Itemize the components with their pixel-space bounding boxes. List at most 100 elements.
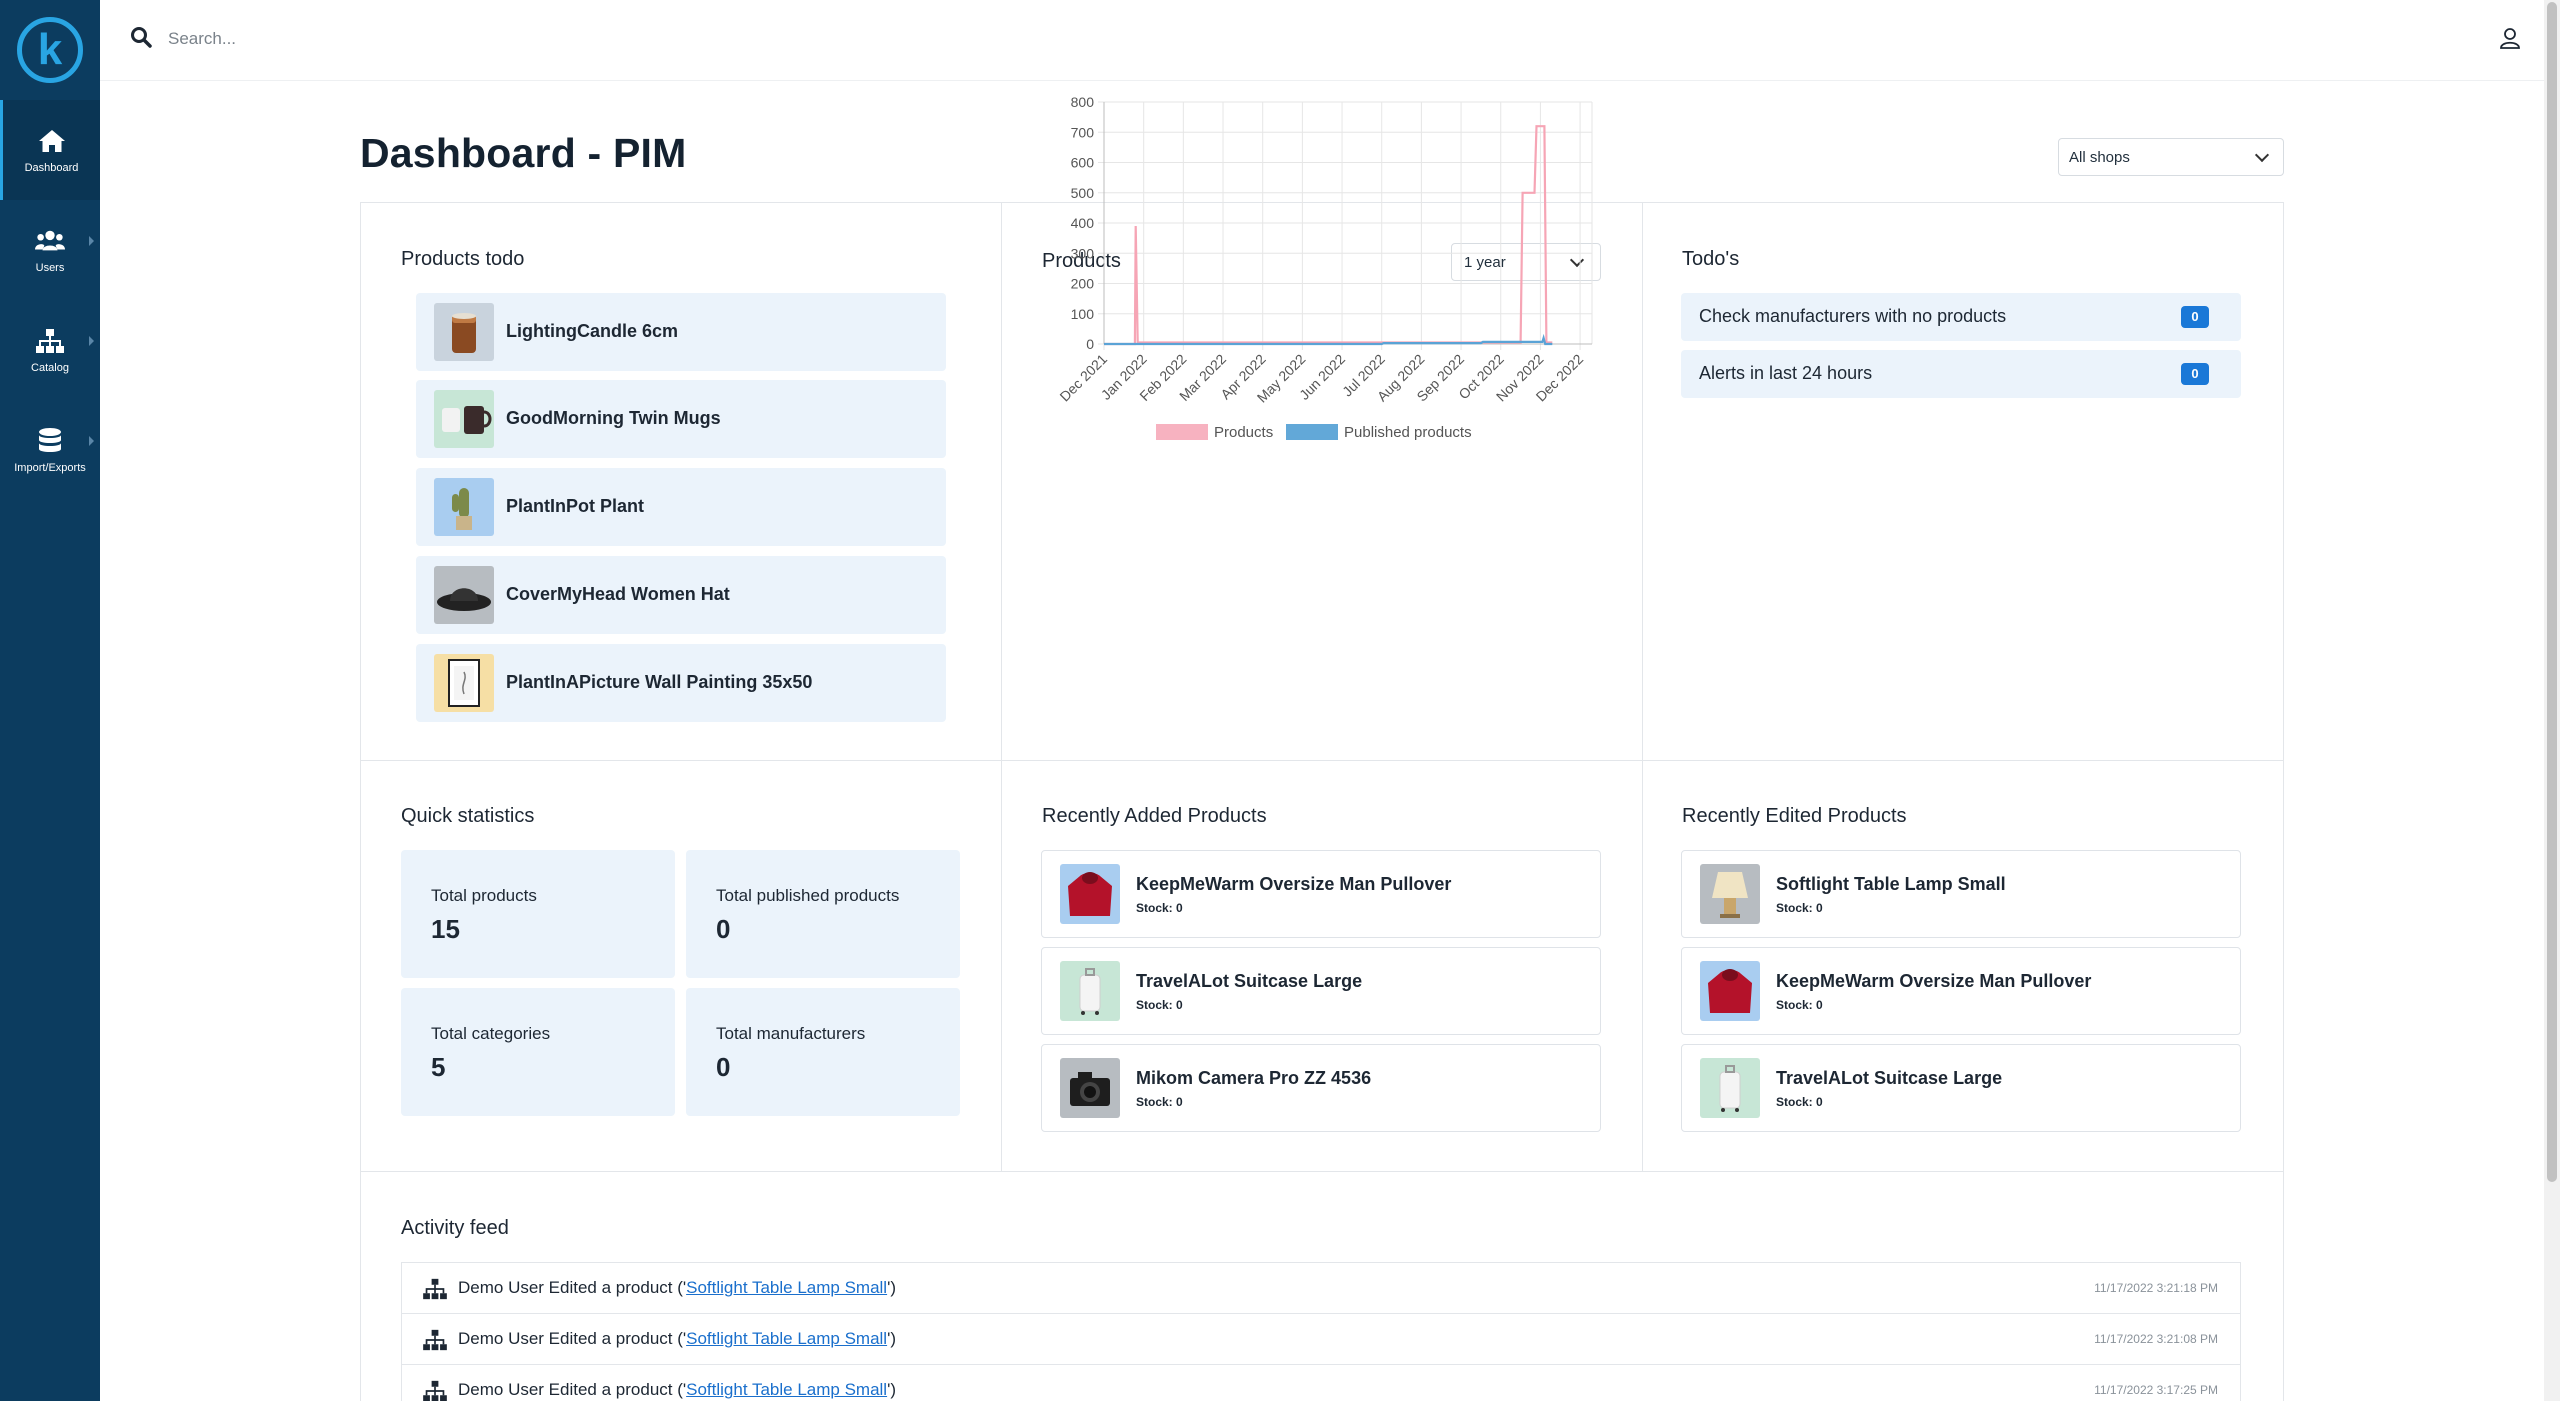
chart-series-line-products <box>1104 125 1553 346</box>
product-thumbnail <box>1700 961 1760 1021</box>
product-stock: Stock: 0 <box>1136 998 1183 1012</box>
page-scrollbar[interactable] <box>2544 0 2560 1401</box>
todo-product-item[interactable]: PlantInPot Plant <box>416 468 946 546</box>
chart-y-tick-label: 800 <box>1071 94 1095 110</box>
product-thumbnail <box>434 390 494 448</box>
stat-value: 0 <box>716 914 731 944</box>
search-input[interactable] <box>168 22 768 56</box>
stat-label: Total products <box>431 886 537 905</box>
range-select-value: 1 year <box>1464 254 1506 271</box>
sidebar: k Dashboard Users Catalog Import/Exports <box>0 0 100 1401</box>
products-todo-title: Products todo <box>401 248 525 270</box>
stat-label: Total categories <box>431 1024 551 1043</box>
logo[interactable]: k <box>17 17 83 83</box>
activity-text: Demo User Edited a product ('Softlight T… <box>458 1380 896 1400</box>
sidebar-item-users[interactable]: Users <box>0 200 100 300</box>
recent-product-card[interactable]: TravelALot Suitcase Large Stock: 0 <box>1681 1044 2241 1132</box>
todo-product-item[interactable]: PlantInAPicture Wall Painting 35x50 <box>416 644 946 722</box>
product-thumbnail <box>1060 961 1120 1021</box>
todo-task-row[interactable]: Alerts in last 24 hours 0 <box>1681 350 2241 398</box>
grid-divider <box>1001 203 1002 1171</box>
chart-y-tick-label: 500 <box>1071 185 1095 201</box>
product-stock: Stock: 0 <box>1136 901 1183 915</box>
todo-product-item[interactable]: CoverMyHead Women Hat <box>416 556 946 634</box>
todos-title: Todo's <box>1682 248 1740 270</box>
sidebar-item-import-exports[interactable]: Import/Exports <box>0 400 100 500</box>
todo-product-name: PlantInAPicture Wall Painting 35x50 <box>506 672 813 692</box>
caret-right-icon <box>89 336 94 346</box>
recent-product-card[interactable]: Mikom Camera Pro ZZ 4536 Stock: 0 <box>1041 1044 1601 1132</box>
caret-right-icon <box>89 236 94 246</box>
count-badge: 0 <box>2181 363 2209 385</box>
product-thumbnail <box>1060 864 1120 924</box>
sidebar-item-label: Dashboard <box>24 162 79 174</box>
sidebar-item-label: Import/Exports <box>14 462 86 474</box>
recently-edited-title: Recently Edited Products <box>1682 805 1907 827</box>
todo-product-name: GoodMorning Twin Mugs <box>506 408 721 428</box>
chart-y-tick-label: 200 <box>1071 276 1095 292</box>
stat-label: Total published products <box>716 886 900 905</box>
stat-box: Total published products 0 <box>686 850 960 978</box>
sitemap-icon <box>422 1278 448 1300</box>
activity-suffix: ') <box>887 1329 897 1348</box>
product-stock: Stock: 0 <box>1776 901 1823 915</box>
users-icon <box>35 226 65 256</box>
shop-select[interactable]: All shops <box>2058 138 2284 176</box>
activity-suffix: ') <box>887 1278 897 1297</box>
activity-prefix: Demo User Edited a product (' <box>458 1278 687 1297</box>
sidebar-item-catalog[interactable]: Catalog <box>0 300 100 400</box>
topbar <box>100 0 2544 81</box>
grid-divider <box>1642 203 1643 1171</box>
todo-product-name: PlantInPot Plant <box>506 496 645 516</box>
activity-product-link[interactable]: Softlight Table Lamp Small <box>686 1380 888 1399</box>
activity-feed-title: Activity feed <box>401 1217 509 1239</box>
chart-legend-swatch <box>1156 424 1208 440</box>
user-icon[interactable] <box>2498 26 2524 52</box>
todo-task-row[interactable]: Check manufacturers with no products 0 <box>1681 293 2241 341</box>
product-name: Mikom Camera Pro ZZ 4536 <box>1136 1068 1372 1088</box>
product-thumbnail <box>1700 864 1760 924</box>
search-icon[interactable] <box>130 26 154 50</box>
product-thumbnail <box>1700 1058 1760 1118</box>
sitemap-icon <box>422 1329 448 1351</box>
sidebar-item-dashboard[interactable]: Dashboard <box>0 100 100 200</box>
todo-product-name: LightingCandle 6cm <box>506 321 679 341</box>
range-select[interactable]: 1 year <box>1451 243 1601 281</box>
product-stock: Stock: 0 <box>1776 1095 1823 1109</box>
sitemap-icon <box>422 1380 448 1401</box>
product-stock: Stock: 0 <box>1136 1095 1183 1109</box>
quick-statistics-title: Quick statistics <box>401 805 535 827</box>
count-badge: 0 <box>2181 306 2209 328</box>
activity-product-link[interactable]: Softlight Table Lamp Small <box>686 1278 888 1297</box>
stat-value: 0 <box>716 1052 731 1082</box>
grid-divider <box>361 1171 2283 1172</box>
activity-prefix: Demo User Edited a product (' <box>458 1380 687 1399</box>
activity-prefix: Demo User Edited a product (' <box>458 1329 687 1348</box>
chart-legend-label: Published products <box>1344 424 1472 441</box>
sitemap-icon <box>35 326 65 356</box>
chart-y-tick-label: 600 <box>1071 155 1095 171</box>
recent-product-card[interactable]: Softlight Table Lamp Small Stock: 0 <box>1681 850 2241 938</box>
chart-y-tick-label: 700 <box>1071 124 1095 140</box>
todo-product-item[interactable]: GoodMorning Twin Mugs <box>416 380 946 458</box>
product-name: Softlight Table Lamp Small <box>1776 874 2006 894</box>
recent-product-card[interactable]: KeepMeWarm Oversize Man Pullover Stock: … <box>1681 947 2241 1035</box>
product-thumbnail <box>1060 1058 1120 1118</box>
product-name: KeepMeWarm Oversize Man Pullover <box>1776 971 2092 991</box>
product-thumbnail <box>434 566 494 624</box>
products-chart-title: Products <box>1042 250 1121 272</box>
todo-task-label: Alerts in last 24 hours <box>1699 363 1873 383</box>
product-name: KeepMeWarm Oversize Man Pullover <box>1136 874 1452 894</box>
stat-value: 15 <box>431 914 460 944</box>
recent-product-card[interactable]: TravelALot Suitcase Large Stock: 0 <box>1041 947 1601 1035</box>
recently-added-title: Recently Added Products <box>1042 805 1267 827</box>
sidebar-item-label: Catalog <box>31 362 69 374</box>
caret-right-icon <box>89 436 94 446</box>
chart-legend-label: Products <box>1214 424 1273 441</box>
chart-y-tick-label: 400 <box>1071 215 1095 231</box>
todo-product-item[interactable]: LightingCandle 6cm <box>416 293 946 371</box>
activity-product-link[interactable]: Softlight Table Lamp Small <box>686 1329 888 1348</box>
chart-legend-swatch <box>1286 424 1338 440</box>
recent-product-card[interactable]: KeepMeWarm Oversize Man Pullover Stock: … <box>1041 850 1601 938</box>
scrollbar-thumb[interactable] <box>2547 2 2557 1182</box>
